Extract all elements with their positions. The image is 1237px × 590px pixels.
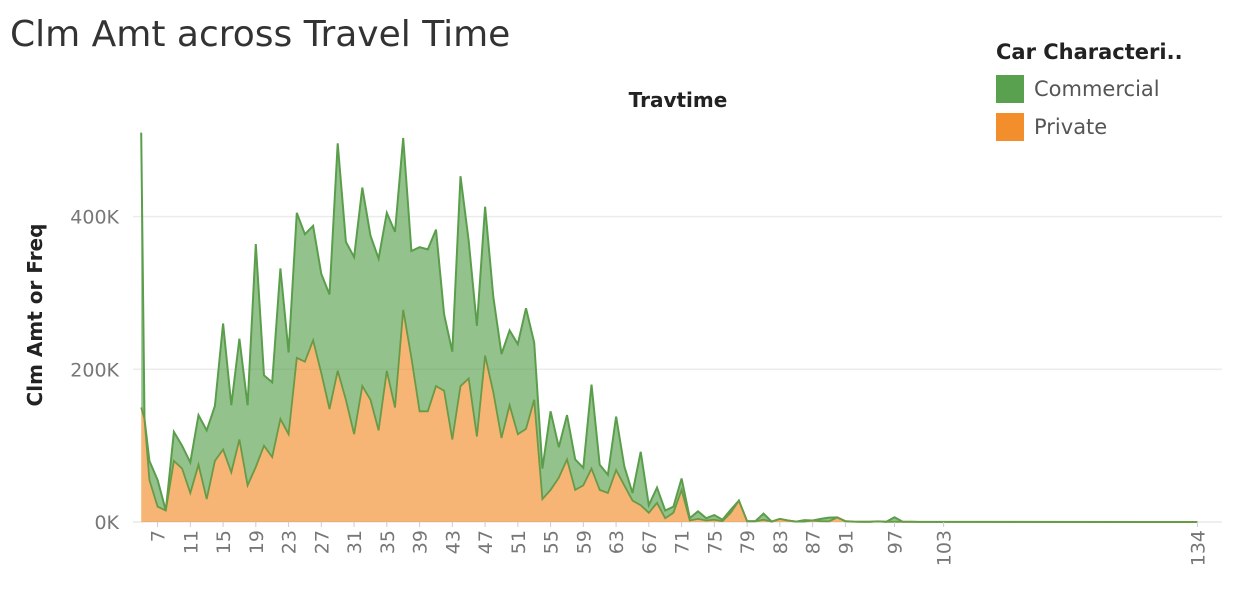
x-tick-label: 83 (770, 530, 792, 554)
x-tick-label: 47 (475, 530, 497, 554)
y-tick-label: 200K (70, 359, 119, 381)
y-tick-label: 400K (70, 207, 119, 229)
x-axis-title: Travtime (629, 88, 728, 112)
x-tick-label: 23 (279, 530, 301, 554)
area-commercial[interactable] (141, 132, 1198, 522)
y-axis-title: Clm Amt or Freq (23, 224, 47, 407)
legend-label-commercial: Commercial (1034, 77, 1160, 101)
x-tick-label: 87 (803, 530, 825, 554)
x-tick-label: 39 (410, 530, 432, 554)
x-tick-label: 55 (541, 530, 563, 554)
x-tick-label: 103 (934, 530, 956, 566)
x-tick-label: 43 (442, 530, 464, 554)
x-tick-label: 19 (246, 530, 268, 554)
legend-item-commercial[interactable]: Commercial (996, 70, 1183, 108)
legend-item-private[interactable]: Private (996, 108, 1183, 146)
x-tick-label: 71 (672, 530, 694, 554)
x-tick-label: 35 (377, 530, 399, 554)
area-private[interactable] (141, 309, 1198, 522)
legend-swatch-commercial (996, 75, 1024, 103)
y-tick-label: 0K (94, 512, 119, 534)
x-tick-label: 31 (344, 530, 366, 554)
legend-title: Car Characteri.. (996, 40, 1183, 64)
chart-title: Clm Amt across Travel Time (10, 14, 511, 55)
legend-swatch-private (996, 113, 1024, 141)
x-tick-label: 59 (573, 530, 595, 554)
legend-label-private: Private (1034, 115, 1108, 139)
x-tick-label: 75 (704, 530, 726, 554)
x-tick-label: 91 (835, 530, 857, 554)
x-tick-label: 15 (213, 530, 235, 554)
x-tick-label: 97 (884, 530, 906, 554)
x-tick-label: 79 (737, 530, 759, 554)
x-tick-label: 63 (606, 530, 628, 554)
line-private (140, 309, 1198, 523)
x-tick-label: 11 (180, 530, 202, 554)
x-tick-label: 27 (311, 530, 333, 554)
x-tick-label: 7 (148, 530, 170, 542)
stacked-areas (140, 132, 1198, 523)
x-tick-label: 134 (1187, 530, 1209, 566)
legend: Car Characteri.. Commercial Private (996, 40, 1183, 146)
x-tick-label: 67 (639, 530, 661, 554)
x-tick-label: 51 (508, 530, 530, 554)
